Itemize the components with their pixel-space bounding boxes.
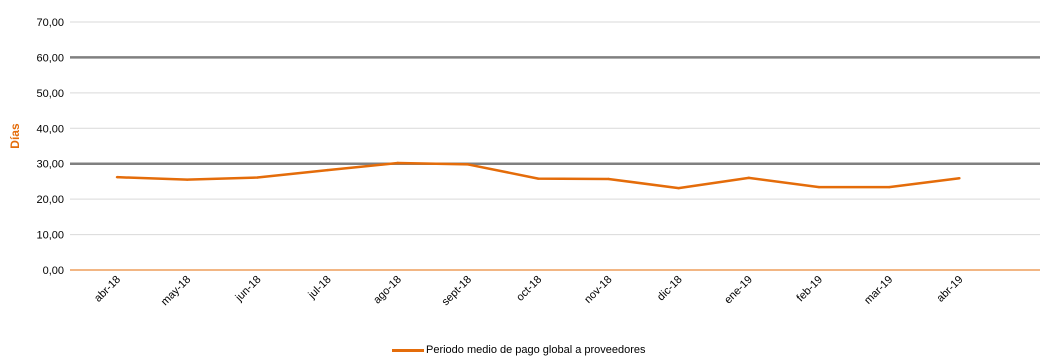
data-point	[396, 161, 399, 165]
legend-swatch	[392, 348, 424, 352]
x-tick-label: nov-18	[582, 274, 614, 306]
x-tick-label: abr-18	[92, 274, 123, 305]
data-point	[677, 186, 680, 190]
x-tick-label: dic-18	[655, 274, 685, 304]
data-point	[888, 185, 891, 189]
series-layer	[115, 161, 961, 190]
y-tick-label: 50,00	[36, 88, 64, 100]
data-point	[537, 177, 540, 180]
x-tick-label: sept-18	[440, 274, 474, 308]
y-tick-label: 10,00	[36, 230, 64, 242]
x-tick-label: jul-18	[306, 274, 334, 302]
x-tick-label: oct-18	[514, 274, 544, 304]
x-tick-label: ago-18	[371, 274, 404, 307]
x-tick-label: jun-18	[233, 274, 264, 305]
y-tick-label: 40,00	[36, 123, 64, 135]
x-axis-ticks: abr-18 may-18 jun-18 jul-18 ago-18 sept-18 oct…	[92, 274, 965, 308]
y-tick-label: 0,00	[43, 265, 64, 277]
data-point	[186, 178, 189, 181]
data-point	[607, 177, 610, 181]
x-tick-label: mar-19	[862, 274, 895, 307]
x-tick-label: may-18	[159, 274, 193, 308]
data-point	[817, 185, 821, 189]
x-tick-label: abr-19	[935, 274, 966, 305]
data-point	[326, 168, 329, 172]
y-tick-label: 70,00	[36, 17, 64, 29]
reference-lines	[70, 56, 1040, 165]
data-point	[256, 176, 259, 179]
y-tick-label: 60,00	[36, 52, 64, 64]
data-point	[747, 176, 750, 180]
y-axis-ticks: 0,00 10,00 20,00 30,00 40,00 50,00 60,00 70,00	[36, 17, 64, 277]
series-line	[116, 161, 960, 190]
y-tick-label: 30,00	[36, 159, 64, 171]
legend-label: Periodo medio de pago global a proveedor…	[426, 344, 646, 356]
x-tick-label: feb-19	[795, 274, 826, 305]
data-point	[958, 177, 961, 180]
data-point	[115, 175, 119, 179]
line-chart: 0,0010,0020,0030,0040,0050,0060,0070,00 …	[8, 17, 1040, 308]
legend: Periodo medio de pago global a proveedor…	[392, 344, 646, 356]
gridlines	[70, 21, 1040, 236]
data-point	[466, 163, 470, 166]
y-tick-label: 20,00	[36, 194, 64, 206]
y-axis-label: Días	[8, 123, 22, 149]
x-tick-label: ene-19	[722, 274, 755, 307]
